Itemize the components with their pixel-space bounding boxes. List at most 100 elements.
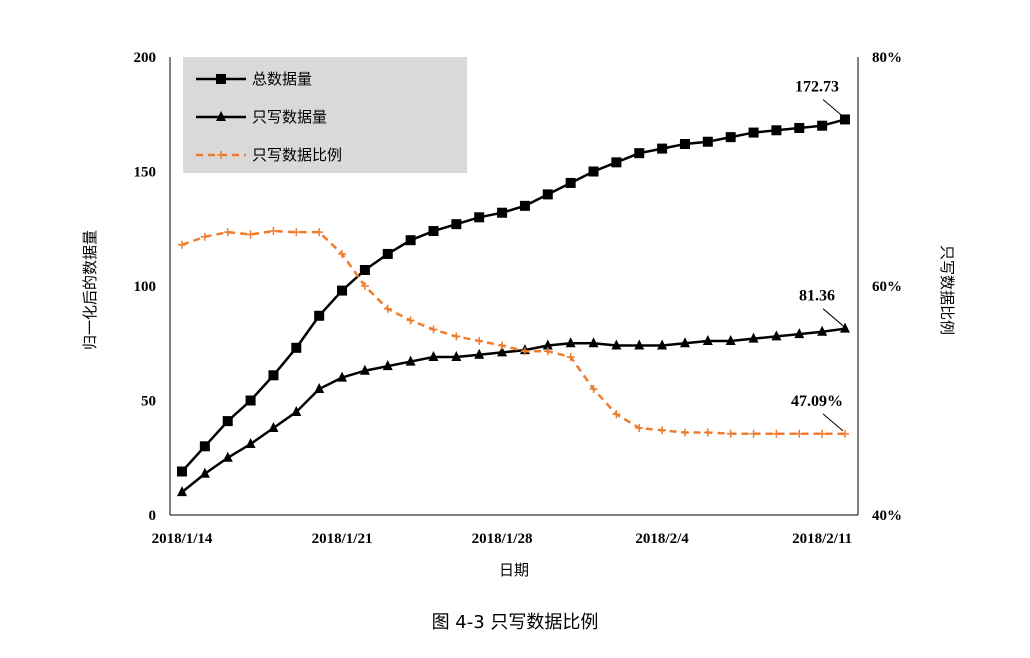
- dual-axis-line-chart: 0 50 100 150 200 40% 60% 80% 2018/1/14 2018/1/2…: [81, 50, 956, 579]
- data-point-square: [657, 143, 668, 154]
- data-point-triangle: [565, 337, 576, 348]
- data-point-triangle: [291, 405, 302, 416]
- data-point-triangle: [588, 337, 599, 348]
- data-point-square: [474, 212, 485, 223]
- data-point-square: [428, 226, 439, 237]
- series-1: [177, 114, 850, 477]
- data-point-plus: [818, 429, 827, 438]
- x-tick-label: 2018/1/21: [312, 531, 373, 547]
- data-point-square: [748, 127, 759, 138]
- x-tick-label: 2018/1/14: [152, 531, 213, 547]
- data-point-square: [725, 132, 736, 143]
- series-line: [181, 229, 846, 436]
- data-point-triangle: [634, 339, 645, 350]
- data-point-plus: [360, 282, 369, 290]
- legend-background: [183, 57, 467, 173]
- data-point-plus: [772, 429, 781, 438]
- data-point-plus: [406, 316, 415, 325]
- data-point-square: [565, 177, 576, 188]
- legend-marker: [216, 111, 226, 121]
- series-2: [177, 322, 850, 497]
- data-point-triangle: [657, 339, 668, 350]
- legend-item: 只写数据量: [196, 108, 327, 126]
- x-axis-title: 日期: [499, 561, 529, 579]
- data-point-square: [634, 148, 645, 159]
- data-point-square: [405, 235, 416, 246]
- data-point-plus: [246, 230, 255, 239]
- data-point-triangle: [542, 339, 553, 350]
- data-point-square: [542, 189, 553, 200]
- data-point-square: [611, 157, 622, 168]
- legend-marker: [217, 151, 225, 159]
- data-point-plus: [543, 347, 552, 356]
- data-point-plus: [726, 429, 735, 438]
- data-point-square: [794, 122, 805, 133]
- series-line: [181, 327, 846, 494]
- data-point-triangle: [428, 350, 439, 361]
- data-point-triangle: [794, 328, 805, 339]
- data-point-square: [840, 114, 850, 125]
- legend-item: 只写数据比例: [196, 146, 342, 164]
- left-y-tick-label: 150: [134, 165, 157, 181]
- data-point-triangle: [337, 371, 348, 382]
- data-point-square: [817, 120, 828, 131]
- data-point-plus: [841, 429, 849, 438]
- legend-item: 总数据量: [196, 70, 312, 88]
- left-y-tick-label: 100: [134, 279, 157, 295]
- data-point-square: [199, 441, 210, 452]
- annotation-layer: 172.73 81.36 47.09%: [791, 78, 844, 432]
- data-point-plus: [520, 347, 529, 356]
- data-point-square: [359, 264, 370, 275]
- right-y-tick-label: 60%: [872, 279, 902, 295]
- data-point-plus: [383, 304, 392, 313]
- figure-caption: 图 4-3 只写数据比例: [431, 612, 599, 633]
- data-point-square: [291, 342, 302, 353]
- legend-label: 只写数据量: [252, 108, 327, 126]
- data-point-square: [771, 125, 782, 136]
- data-point-plus: [749, 429, 758, 438]
- data-point-plus: [498, 341, 507, 350]
- left-y-tick-label: 0: [149, 508, 157, 524]
- left-y-tick-label: 200: [134, 50, 157, 66]
- data-point-triangle: [474, 348, 485, 359]
- legend-label: 总数据量: [252, 70, 312, 88]
- data-point-triangle: [702, 334, 713, 345]
- data-point-triangle: [222, 451, 233, 462]
- data-point-square: [497, 207, 508, 218]
- data-point-triangle: [840, 322, 850, 333]
- data-point-triangle: [497, 346, 508, 357]
- data-point-plus: [292, 228, 301, 237]
- annotation-leader-line: [822, 99, 844, 117]
- annotation-label: 172.73: [795, 78, 839, 95]
- data-point-square: [382, 248, 393, 259]
- right-y-tick-label: 40%: [872, 508, 902, 524]
- data-point-square: [222, 416, 233, 427]
- right-y-tick-labels: 40% 60% 80%: [872, 50, 902, 524]
- right-y-tick-label: 80%: [872, 50, 902, 66]
- data-point-square: [702, 136, 713, 147]
- data-point-plus: [795, 429, 804, 438]
- data-point-plus: [429, 325, 438, 334]
- data-point-plus: [223, 228, 232, 237]
- data-point-square: [337, 285, 348, 296]
- data-point-triangle: [771, 330, 782, 341]
- x-tick-label: 2018/1/28: [472, 531, 533, 547]
- data-point-triangle: [245, 438, 256, 449]
- series-layer: [177, 114, 850, 497]
- data-point-plus: [658, 426, 667, 435]
- legend-label: 只写数据比例: [252, 146, 342, 164]
- data-point-plus: [315, 228, 324, 237]
- data-point-square: [451, 219, 462, 230]
- data-point-triangle: [199, 467, 210, 478]
- data-point-triangle: [382, 360, 393, 371]
- data-point-plus: [269, 227, 278, 236]
- data-point-plus: [635, 423, 644, 432]
- data-point-triangle: [817, 325, 828, 336]
- data-point-plus: [338, 249, 347, 258]
- data-point-triangle: [451, 350, 462, 361]
- data-point-square: [588, 166, 599, 177]
- data-point-plus: [452, 332, 461, 341]
- data-point-triangle: [268, 421, 279, 432]
- right-y-axis-title: 只写数据比例: [938, 245, 956, 335]
